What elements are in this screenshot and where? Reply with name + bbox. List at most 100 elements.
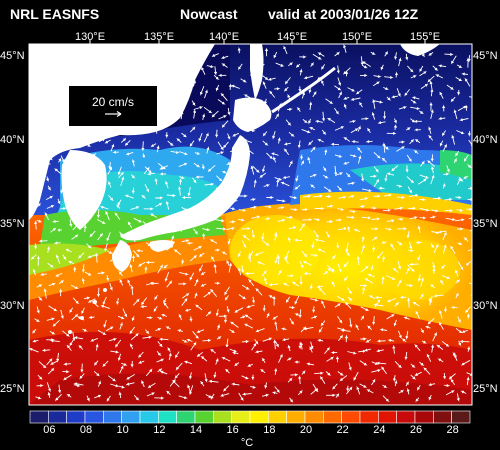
current-arrow	[343, 161, 350, 165]
current-arrow	[86, 215, 93, 221]
current-arrow	[457, 316, 462, 324]
current-arrow	[114, 212, 121, 220]
current-arrow	[467, 345, 471, 352]
current-arrow	[343, 261, 349, 268]
current-arrow	[146, 242, 152, 247]
current-arrow	[427, 134, 434, 141]
current-arrow	[409, 193, 418, 198]
current-arrow	[432, 331, 437, 342]
current-arrow	[334, 154, 343, 158]
current-arrow	[274, 254, 279, 265]
current-arrow	[64, 248, 72, 253]
lon-label-145: 145°E	[276, 31, 308, 43]
current-arrow	[360, 265, 369, 273]
colorbar-cell	[433, 410, 452, 424]
current-arrow	[385, 227, 393, 231]
current-arrow	[100, 304, 110, 309]
current-arrow	[401, 338, 407, 343]
current-arrow	[112, 150, 119, 154]
current-arrow	[219, 393, 230, 397]
current-arrow	[261, 357, 266, 364]
current-arrow	[433, 294, 444, 298]
current-arrow	[302, 218, 313, 222]
current-arrow	[314, 119, 323, 123]
current-arrow	[192, 331, 200, 339]
current-arrow	[359, 284, 368, 288]
current-arrow	[34, 170, 39, 177]
current-arrow	[207, 164, 216, 173]
current-arrow	[110, 383, 120, 388]
current-arrow	[465, 261, 472, 266]
current-arrow	[227, 238, 231, 246]
current-arrow	[41, 144, 49, 152]
current-arrow	[216, 151, 225, 155]
current-arrow	[204, 215, 213, 219]
current-arrow	[410, 74, 417, 79]
current-arrow	[202, 228, 211, 232]
current-arrow	[156, 111, 165, 116]
current-arrow	[465, 306, 471, 314]
current-arrow	[437, 358, 444, 363]
vector-legend: 20 cm/s	[68, 85, 158, 127]
current-arrow	[384, 174, 388, 183]
current-arrow	[270, 152, 279, 156]
current-arrow	[337, 371, 345, 376]
current-arrow	[104, 139, 111, 144]
colorbar-cell	[359, 410, 379, 424]
current-arrow	[417, 274, 421, 283]
current-arrow	[455, 278, 461, 284]
current-arrow	[308, 127, 315, 131]
current-arrow	[62, 330, 71, 337]
current-arrow	[250, 74, 256, 81]
kuril-islands	[271, 66, 336, 114]
current-arrow	[73, 382, 84, 386]
current-arrow	[206, 146, 210, 154]
colorbar-cell	[121, 410, 141, 424]
current-arrow	[436, 344, 444, 350]
current-arrow	[232, 132, 239, 137]
current-arrow	[229, 348, 238, 353]
current-arrow	[282, 176, 291, 180]
current-arrow	[124, 139, 131, 147]
current-arrow	[381, 157, 387, 163]
lat-label-right-30: 30°N	[473, 300, 498, 312]
current-arrow	[181, 258, 185, 265]
current-arrow	[189, 75, 194, 86]
current-arrow	[60, 155, 66, 164]
current-arrow	[251, 374, 255, 381]
current-arrow	[106, 232, 111, 242]
current-arrow	[332, 254, 337, 260]
current-arrow	[229, 186, 235, 192]
current-arrow	[324, 346, 330, 354]
current-arrow	[345, 70, 349, 77]
current-arrow	[210, 393, 215, 401]
current-arrow	[443, 172, 450, 176]
current-arrow	[196, 351, 203, 358]
current-arrow	[301, 369, 306, 375]
current-arrow	[295, 63, 301, 69]
current-arrow	[273, 51, 278, 59]
current-arrow	[468, 139, 472, 146]
current-arrow	[180, 110, 184, 120]
current-arrow	[60, 187, 64, 195]
current-arrow	[166, 244, 174, 251]
lat-label-right-35: 35°N	[473, 218, 498, 230]
current-arrow	[213, 263, 217, 274]
current-arrow	[274, 87, 281, 91]
current-arrow	[96, 62, 102, 69]
current-arrow	[406, 176, 415, 184]
current-arrow	[175, 362, 183, 371]
current-arrow	[46, 357, 53, 366]
current-arrow	[144, 329, 150, 335]
current-arrow	[308, 85, 312, 94]
current-arrow	[419, 70, 427, 77]
current-arrow	[361, 61, 371, 67]
current-arrow	[325, 371, 332, 376]
current-arrow	[386, 96, 392, 101]
current-arrow	[188, 65, 192, 72]
current-arrow	[238, 294, 247, 300]
current-arrow	[295, 175, 299, 183]
current-arrow	[432, 196, 442, 200]
current-arrow	[164, 272, 170, 283]
current-arrow	[47, 391, 51, 398]
